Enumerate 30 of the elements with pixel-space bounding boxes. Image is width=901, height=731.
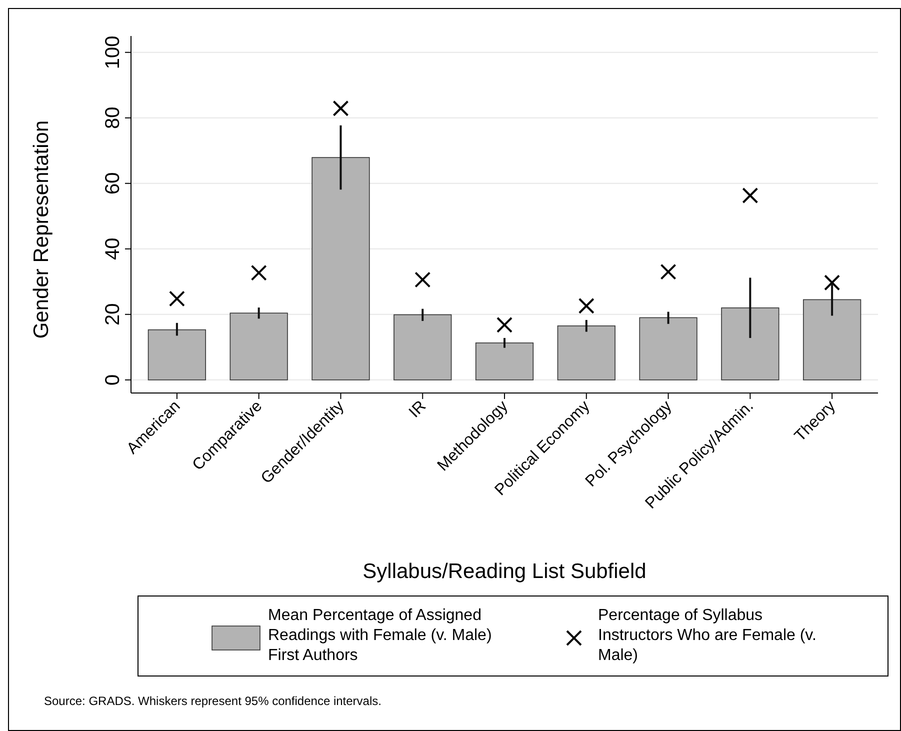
legend-label: Mean Percentage of Assigned Readings with Female (v. Male) First Authors xyxy=(268,607,492,664)
bar xyxy=(639,317,698,380)
point xyxy=(824,274,840,291)
point xyxy=(660,264,676,280)
x-axis-title: Syllabus/Reading List Subfield xyxy=(362,560,646,583)
bar xyxy=(557,325,616,380)
point xyxy=(168,290,185,307)
bar xyxy=(312,157,370,380)
y-tick-label: 80 xyxy=(102,106,124,130)
point xyxy=(250,264,267,281)
bar xyxy=(394,314,452,380)
source-note: Source: GRADS. Whiskers represent 95% confidence intervals. xyxy=(44,694,382,708)
bar xyxy=(230,312,288,380)
point xyxy=(578,298,594,314)
bar xyxy=(721,307,780,380)
y-tick-label: 60 xyxy=(102,172,124,195)
bar xyxy=(148,329,206,380)
point xyxy=(742,188,758,204)
y-axis-title: Gender Representation xyxy=(30,120,53,339)
legend-label: Percentage of Syllabus Instructors Who are Female (v. Male) xyxy=(598,607,816,664)
x-tick-label: IR xyxy=(406,398,430,422)
y-tick-label: 40 xyxy=(102,238,124,260)
point xyxy=(414,272,431,288)
bar xyxy=(475,342,534,380)
bar xyxy=(802,299,862,380)
point xyxy=(496,316,512,333)
y-tick-label: 20 xyxy=(102,303,124,326)
y-tick-label: 0 xyxy=(102,374,124,386)
y-tick-label: 100 xyxy=(102,36,124,70)
point xyxy=(332,100,349,116)
